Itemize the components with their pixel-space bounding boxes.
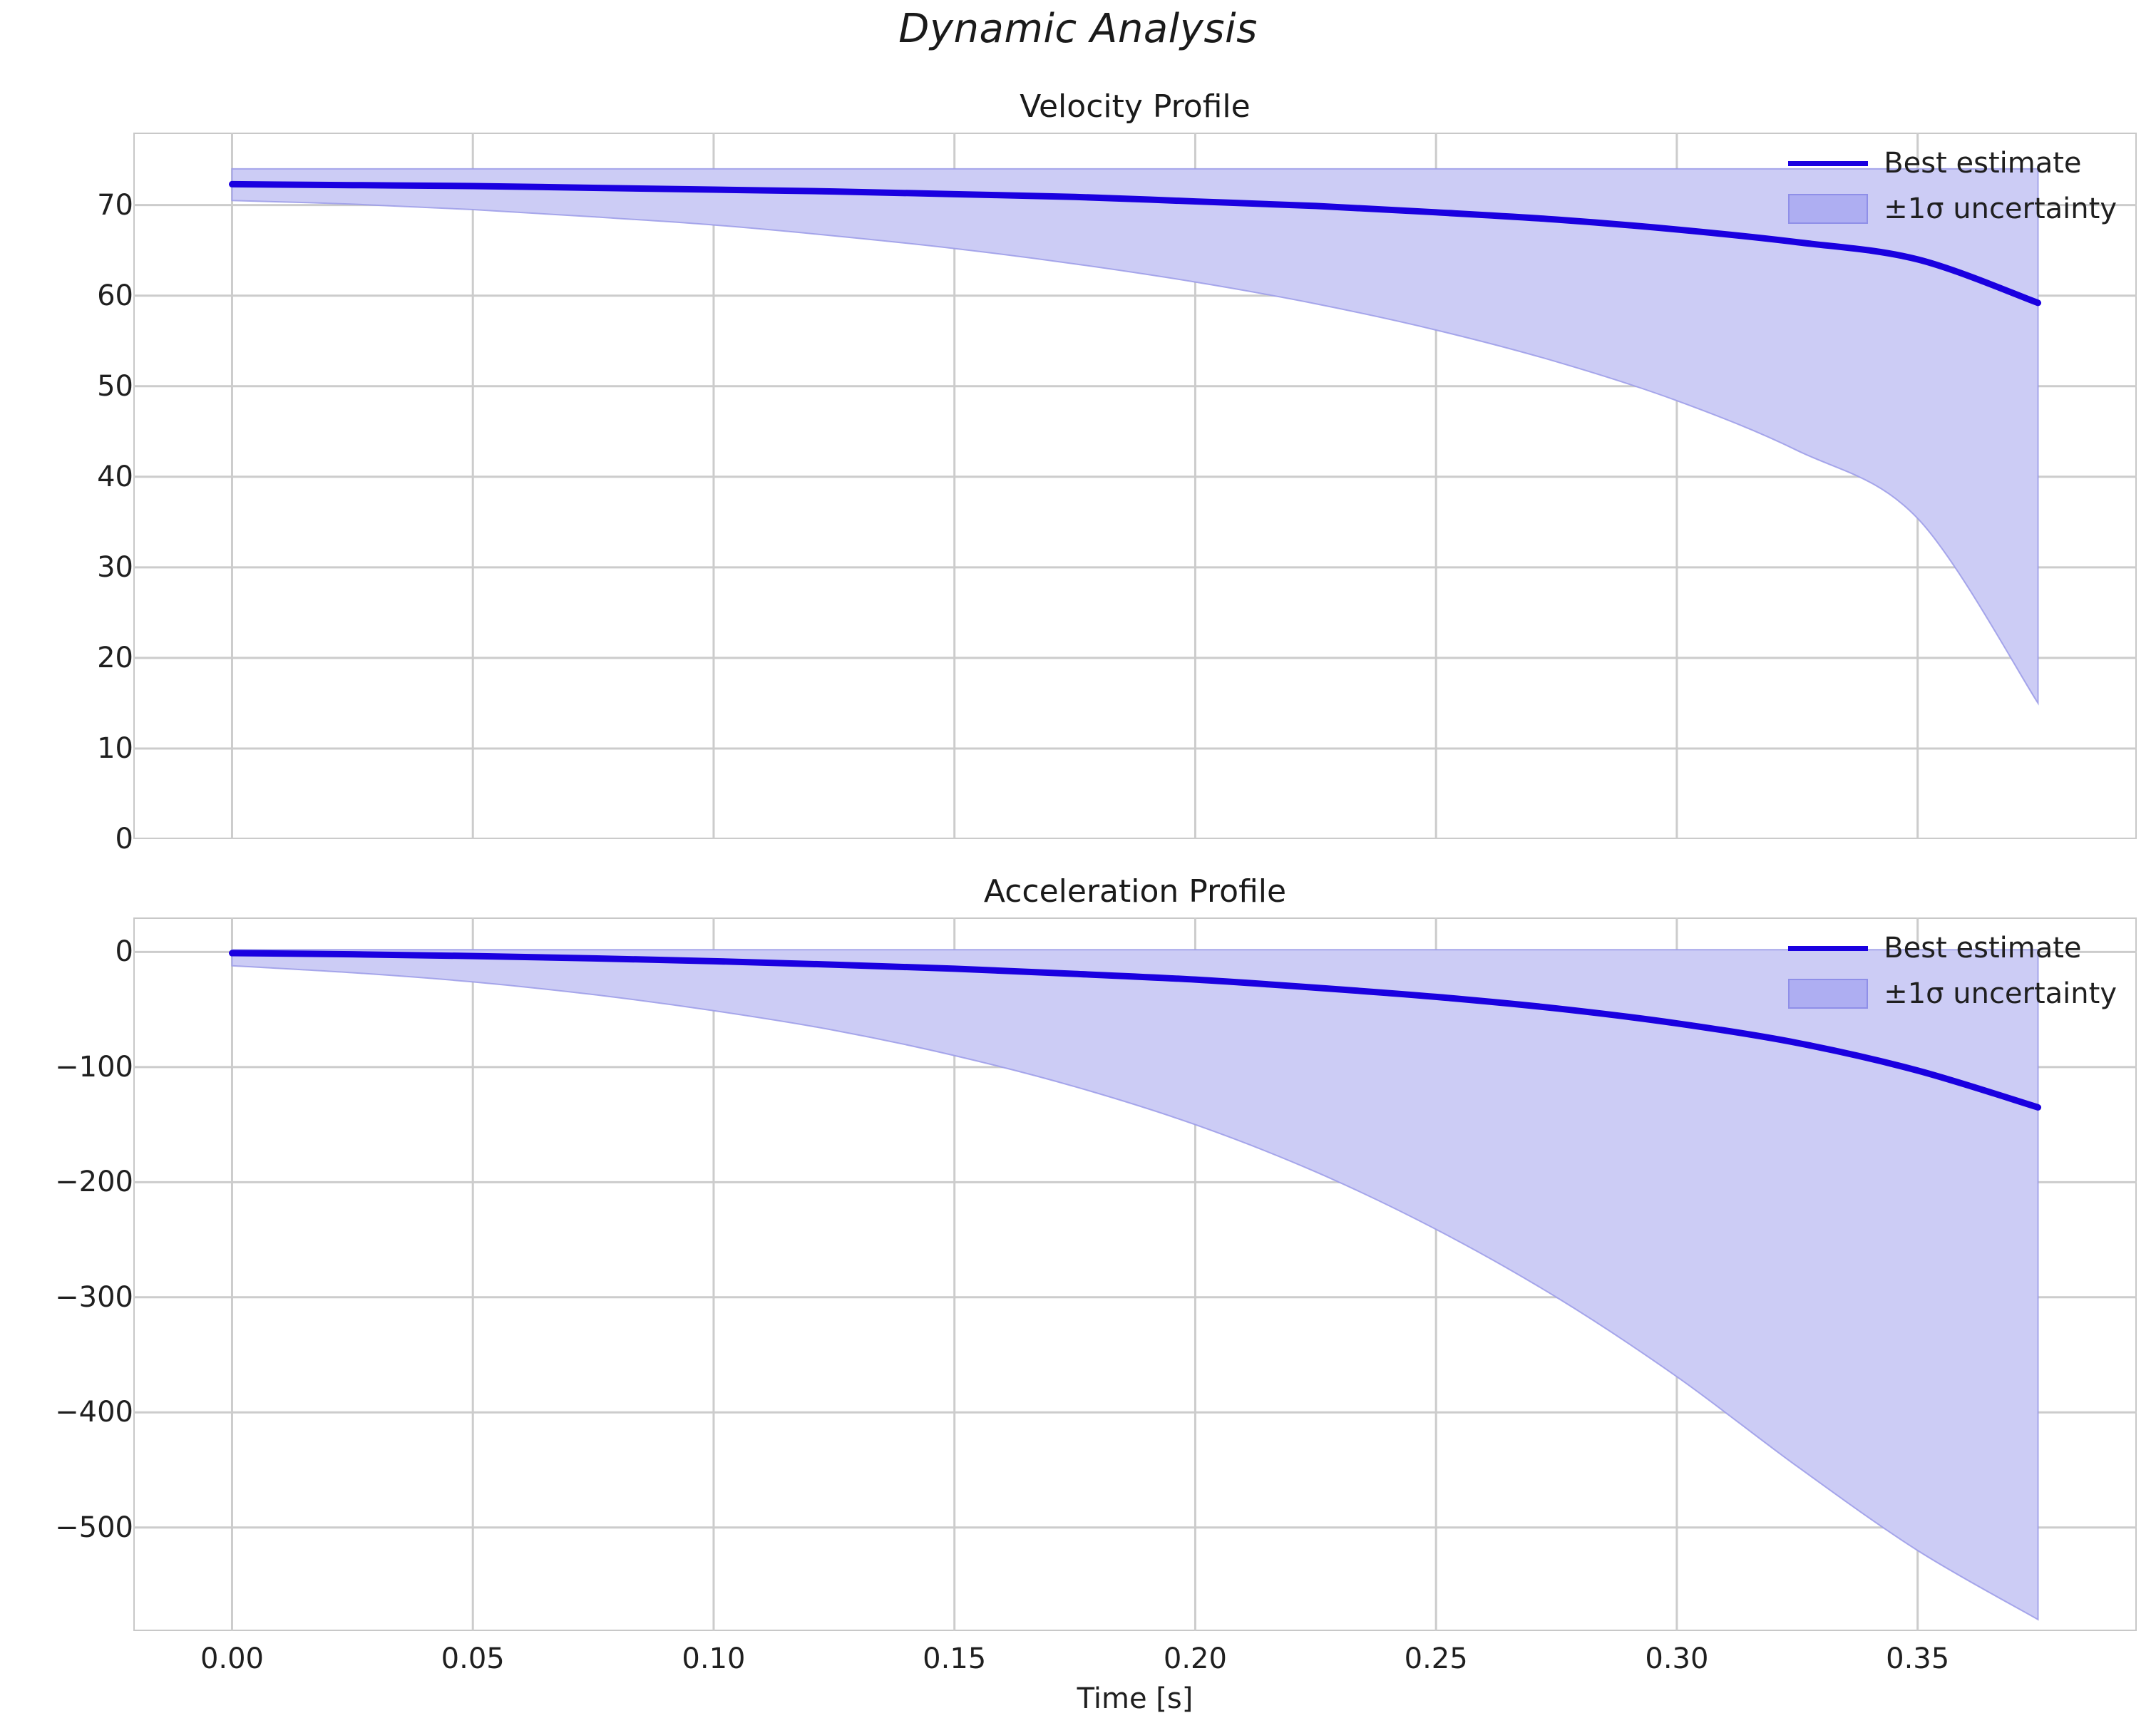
acceleration-panel: Acceleration Profile 0 −100 −200 −300 −400 −5… xyxy=(55,873,2137,1715)
velocity-legend: Best estimate ±1σ uncertainty xyxy=(1781,143,2124,230)
legend-item-uncertainty: ±1σ uncertainty xyxy=(1788,192,2117,225)
acceleration-legend: Best estimate ±1σ uncertainty xyxy=(1781,927,2124,1014)
ytick-label: 20 xyxy=(97,641,133,674)
legend-item-uncertainty: ±1σ uncertainty xyxy=(1788,977,2117,1010)
xtick-label: 0.10 xyxy=(682,1642,746,1675)
acceleration-plot-canvas xyxy=(133,917,2137,1631)
ytick-label: −300 xyxy=(55,1280,133,1314)
ytick-label: 40 xyxy=(97,460,133,493)
xtick-label: 0.35 xyxy=(1886,1642,1950,1675)
ytick-label: 50 xyxy=(97,369,133,403)
ytick-label: 70 xyxy=(97,188,133,222)
ytick-label: 30 xyxy=(97,550,133,584)
ytick-label: −200 xyxy=(55,1166,133,1199)
legend-line-swatch xyxy=(1788,160,1869,166)
ytick-label: 10 xyxy=(97,731,133,765)
xtick-label: 0.15 xyxy=(923,1642,987,1675)
ytick-label: 60 xyxy=(97,279,133,312)
ytick-label: −400 xyxy=(55,1396,133,1429)
velocity-plot-title: Velocity Profile xyxy=(1020,88,1251,125)
figure-suptitle: Dynamic Analysis xyxy=(898,6,1258,52)
acceleration-plot-title: Acceleration Profile xyxy=(983,873,1287,910)
legend-item-best-estimate: Best estimate xyxy=(1788,147,2117,180)
ytick-label: 0 xyxy=(115,823,133,855)
legend-label-uncertainty: ±1σ uncertainty xyxy=(1884,977,2117,1010)
legend-label-uncertainty: ±1σ uncertainty xyxy=(1884,192,2117,225)
legend-band-swatch xyxy=(1788,979,1869,1009)
xtick-label: 0.05 xyxy=(441,1642,505,1675)
xtick-label: 0.00 xyxy=(200,1642,264,1675)
xtick-label: 0.25 xyxy=(1404,1642,1468,1675)
legend-item-best-estimate: Best estimate xyxy=(1788,932,2117,965)
legend-line-swatch xyxy=(1788,945,1869,951)
x-axis-label: Time [s] xyxy=(1077,1682,1194,1715)
ytick-label: 0 xyxy=(115,935,133,969)
legend-band-swatch xyxy=(1788,194,1869,224)
legend-label-best-estimate: Best estimate xyxy=(1884,932,2082,965)
velocity-plot-canvas xyxy=(133,133,2137,839)
xtick-label: 0.20 xyxy=(1163,1642,1227,1675)
ytick-label: −100 xyxy=(55,1050,133,1084)
ytick-label: −500 xyxy=(55,1511,133,1544)
xtick-label: 0.30 xyxy=(1645,1642,1709,1675)
legend-label-best-estimate: Best estimate xyxy=(1884,147,2082,180)
